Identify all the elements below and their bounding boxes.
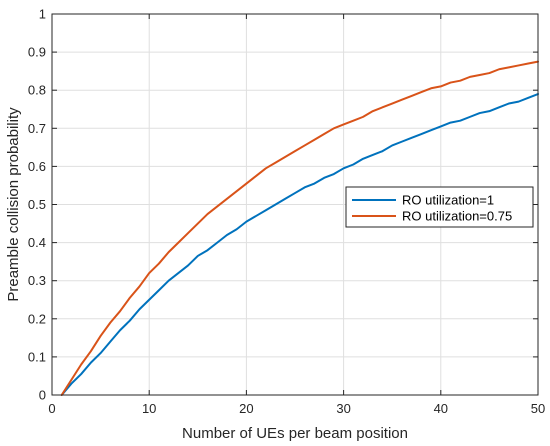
y-axis-label: Preamble collision probability xyxy=(5,107,22,302)
series-line-1 xyxy=(60,60,539,396)
y-tick-label: 0.4 xyxy=(28,235,46,250)
series-line-0 xyxy=(60,93,539,396)
y-tick-label: 0.8 xyxy=(28,83,46,98)
x-tick-label: 50 xyxy=(531,401,545,416)
x-axis-label: Number of UEs per beam position xyxy=(182,425,408,442)
x-tick-label: 30 xyxy=(336,401,350,416)
y-tick-label: 0.2 xyxy=(28,311,46,326)
legend: RO utilization=1 RO utilization=0.75 xyxy=(345,186,534,228)
x-tick-label: 0 xyxy=(48,401,55,416)
series-lines xyxy=(60,60,539,396)
y-tick-label: 0.6 xyxy=(28,159,46,174)
legend-box xyxy=(345,186,534,228)
y-tick-label: 0.5 xyxy=(28,197,46,212)
x-tick-labels: 0 10 20 30 40 50 xyxy=(48,401,545,416)
x-tick-label: 10 xyxy=(142,401,156,416)
y-tick-label: 0 xyxy=(39,388,46,403)
y-tick-labels: 0 0.1 0.2 0.3 0.4 0.5 0.6 0.7 0.8 0.9 1 xyxy=(28,7,46,403)
axis-ticks xyxy=(51,13,539,396)
legend-label-ro-1: RO utilization=1 xyxy=(402,193,494,208)
x-tick-label: 40 xyxy=(434,401,448,416)
y-tick-label: 1 xyxy=(39,7,46,22)
y-tick-label: 0.1 xyxy=(28,349,46,364)
y-tick-label: 0.9 xyxy=(28,45,46,60)
legend-label-ro-075: RO utilization=0.75 xyxy=(402,209,512,224)
y-tick-label: 0.3 xyxy=(28,273,46,288)
x-tick-label: 20 xyxy=(239,401,253,416)
y-tick-label: 0.7 xyxy=(28,121,46,136)
